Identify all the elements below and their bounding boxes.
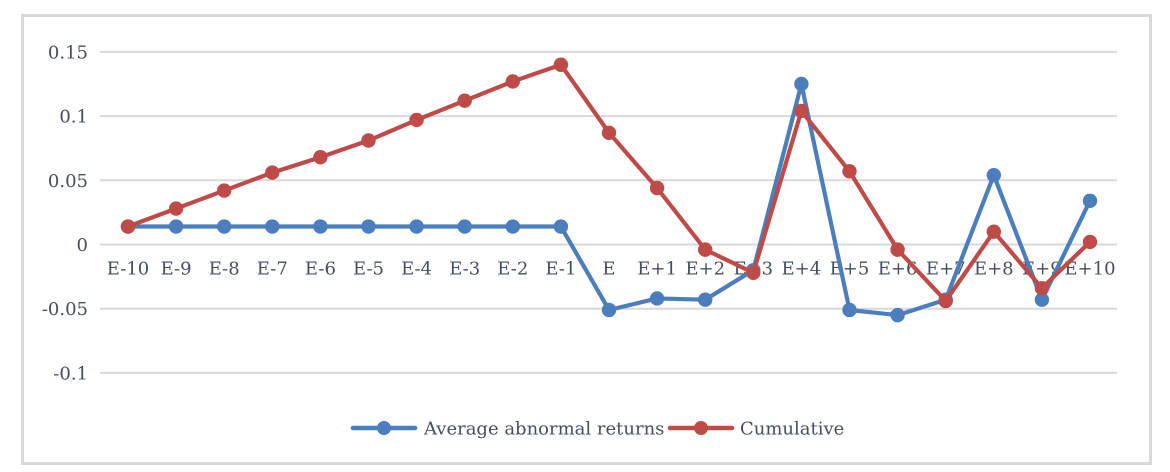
series-marker-average-abnormal-returns (409, 219, 424, 234)
y-tick-label: 0 (77, 235, 88, 256)
y-tick-label: 0.05 (48, 171, 88, 192)
series-marker-cumulative (1082, 234, 1098, 250)
series-marker-average-abnormal-returns (168, 219, 184, 234)
series-marker-cumulative (361, 133, 376, 148)
x-axis-label: E+2 (685, 259, 725, 280)
x-axis-label: E+4 (782, 259, 822, 280)
series-marker-cumulative (1034, 280, 1050, 296)
x-axis-label: E+10 (1064, 259, 1115, 280)
series-marker-cumulative (794, 103, 809, 119)
series-marker-average-abnormal-returns (794, 76, 809, 92)
x-axis-label: E-7 (257, 259, 288, 280)
series-marker-cumulative (457, 93, 472, 108)
series-marker-cumulative (120, 219, 136, 234)
y-tick-label: -0.05 (42, 299, 88, 320)
legend-item-average-abnormal-returns: Average abnormal returns (350, 419, 664, 440)
chart-border (21, 14, 1152, 465)
series-marker-average-abnormal-returns (361, 219, 376, 234)
legend-marker-circle (377, 421, 391, 435)
series-marker-average-abnormal-returns (217, 219, 232, 234)
series-marker-average-abnormal-returns (842, 302, 857, 318)
x-axis-label: E+1 (637, 259, 677, 280)
series-marker-cumulative (746, 265, 761, 280)
x-axis-label: E+5 (830, 259, 870, 280)
series-marker-average-abnormal-returns (698, 292, 713, 307)
series-marker-average-abnormal-returns (265, 219, 280, 234)
series-marker-cumulative (409, 112, 424, 128)
series-marker-cumulative (265, 165, 280, 180)
series-line-average-abnormal-returns (125, 81, 1093, 318)
series-marker-cumulative (986, 224, 1001, 239)
series-marker-average-abnormal-returns (505, 219, 520, 234)
y-tick-label: 0.1 (59, 107, 88, 128)
legend: Average abnormal returns Cumulative (350, 419, 844, 440)
x-axis-label: E-9 (161, 259, 192, 280)
series-marker-cumulative (890, 242, 905, 257)
series-marker-cumulative (601, 125, 617, 140)
series-marker-cumulative (938, 293, 953, 309)
series-marker-average-abnormal-returns (986, 167, 1001, 183)
series-marker-cumulative (505, 74, 520, 89)
series-cumulative (120, 57, 1098, 309)
y-tick-label: -0.1 (53, 363, 88, 384)
x-axis-label: E+8 (974, 259, 1014, 280)
series-marker-cumulative (698, 242, 713, 257)
series-group (120, 57, 1098, 323)
series-marker-cumulative (313, 149, 328, 165)
legend-item-cumulative: Cumulative (667, 419, 844, 440)
y-tick-label: 0.15 (48, 42, 88, 63)
series-marker-average-abnormal-returns (457, 219, 472, 234)
series-marker-average-abnormal-returns (313, 219, 328, 234)
x-axis-label: E (602, 259, 615, 280)
x-axis-label: E-4 (401, 259, 432, 280)
series-marker-cumulative (649, 180, 665, 196)
x-axis-label: E-8 (209, 259, 240, 280)
series-marker-average-abnormal-returns (553, 219, 569, 234)
series-marker-average-abnormal-returns (1082, 193, 1098, 209)
series-marker-average-abnormal-returns (890, 307, 905, 323)
series-marker-cumulative (842, 164, 857, 179)
series-marker-average-abnormal-returns (1034, 292, 1050, 307)
series-marker-average-abnormal-returns (649, 291, 665, 306)
x-axis-label: E-2 (497, 259, 528, 280)
legend-label: Cumulative (740, 419, 844, 440)
x-axis-label: E-6 (305, 259, 336, 280)
series-marker-cumulative (217, 183, 232, 198)
x-axis-label: E-10 (107, 259, 149, 280)
series-average-abnormal-returns (120, 76, 1098, 323)
legend-label: Average abnormal returns (423, 419, 664, 440)
y-axis-labels: 0.15 0.1 0.05 0 -0.05 -0.1 (42, 42, 88, 384)
gridlines (100, 50, 1117, 374)
series-marker-average-abnormal-returns (601, 302, 617, 318)
legend-marker-circle (694, 421, 708, 435)
x-axis-label: E-1 (545, 259, 576, 280)
x-axis-label: E-5 (353, 259, 384, 280)
x-axis-label: E+6 (878, 259, 918, 280)
series-marker-cumulative (168, 201, 184, 216)
x-axis-label: E-3 (449, 259, 480, 280)
series-marker-cumulative (553, 57, 569, 72)
